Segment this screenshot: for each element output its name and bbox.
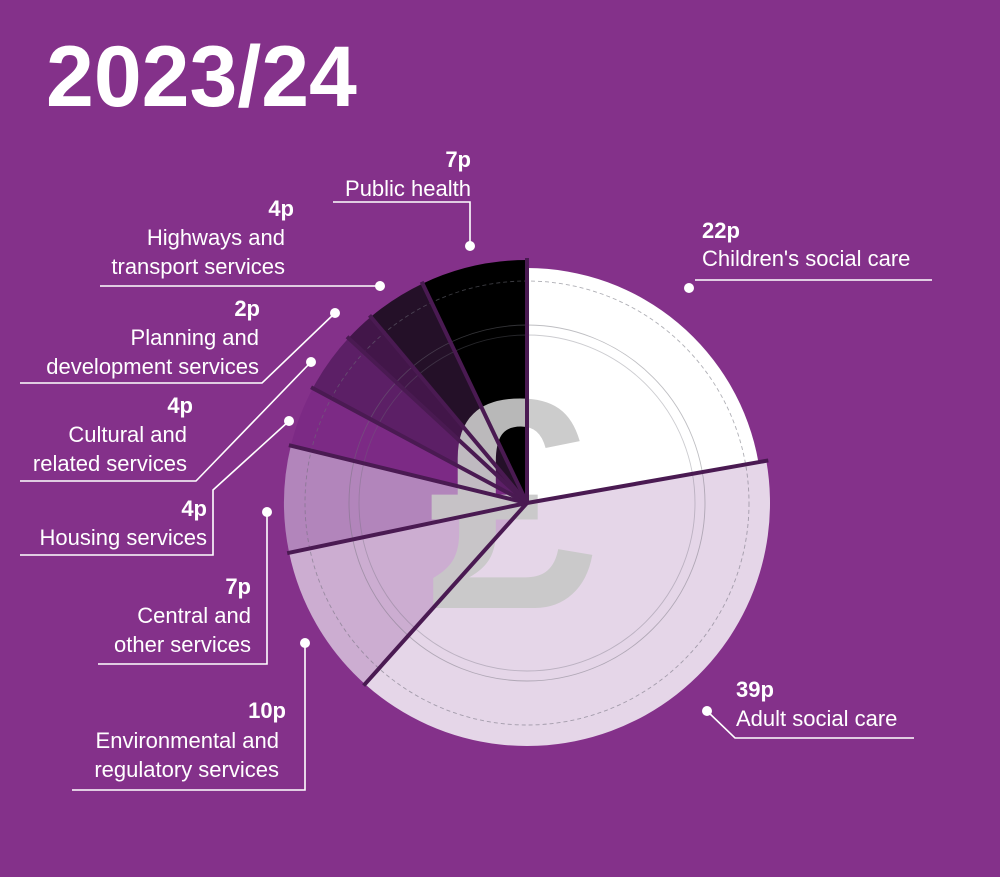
value-label: 4p	[268, 196, 294, 221]
category-label: Adult social care	[736, 706, 897, 731]
leader-dot	[375, 281, 385, 291]
chart-title: 2023/24	[46, 29, 357, 125]
pie-slice-central-and-other-services	[283, 445, 527, 553]
category-label: Public health	[345, 176, 471, 201]
pie-slice-public-health	[422, 260, 527, 503]
slice-dividers	[286, 258, 769, 687]
category-label: Housing services	[39, 525, 207, 550]
category-label: Planning and	[131, 325, 259, 350]
label-group-children-s-social-care: 22p Children's social care	[684, 218, 932, 293]
label-group-central-and-other-services: 7p Central and other services	[98, 507, 272, 665]
category-label: Environmental and	[96, 728, 279, 753]
value-label: 7p	[445, 147, 471, 172]
slice-labels: 22p Children's social care 39p Adult social…	[20, 147, 932, 791]
value-label: 4p	[181, 496, 207, 521]
slice-divider	[526, 458, 769, 505]
category-label: related services	[33, 451, 187, 476]
slice-divider	[367, 314, 529, 505]
pie-slice-housing-services	[290, 388, 527, 503]
leader-line	[333, 201, 471, 246]
slice-divider	[345, 335, 529, 505]
category-label: development services	[46, 354, 259, 379]
category-label: Highways and	[147, 225, 285, 250]
category-label: Children's social care	[702, 246, 910, 271]
pie-slice-highways-and-transport-services	[370, 283, 527, 503]
category-label: other services	[114, 632, 251, 657]
value-label: 39p	[736, 677, 774, 702]
leader-dot	[300, 638, 310, 648]
label-group-adult-social-care: 39p Adult social care	[702, 677, 914, 739]
pie-slice-environmental-and-regulatory-services	[289, 503, 527, 685]
leader-line	[98, 512, 268, 665]
value-label: 22p	[702, 218, 740, 243]
slice-divider	[419, 280, 529, 504]
slice-divider	[362, 501, 529, 687]
leader-dot	[330, 308, 340, 318]
label-group-highways-and-transport-services: 4p Highways and transport services	[100, 196, 385, 291]
label-group-housing-services: 4p Housing services	[20, 416, 294, 556]
value-label: 7p	[225, 574, 251, 599]
value-label: 10p	[248, 698, 286, 723]
slice-divider	[286, 501, 528, 556]
pound-sign-icon: £	[429, 336, 596, 672]
label-group-cultural-and-related-services: 4p Cultural and related services	[20, 357, 316, 482]
slice-divider	[310, 385, 528, 505]
leader-line	[20, 361, 312, 482]
pie-slice-planning-and-development-services	[348, 316, 527, 503]
leader-dot	[262, 507, 272, 517]
leader-line	[706, 710, 914, 739]
label-group-public-health: 7p Public health	[333, 147, 475, 251]
leader-dot	[684, 283, 694, 293]
pie-slice-adult-social-care	[364, 460, 771, 746]
leader-line	[20, 312, 336, 384]
value-label: 4p	[167, 393, 193, 418]
pie-slice-cultural-and-related-services	[312, 338, 527, 503]
slice-divider	[288, 443, 528, 505]
category-label: Central and	[137, 603, 251, 628]
category-label: transport services	[111, 254, 285, 279]
category-label: regulatory services	[94, 757, 279, 782]
pie-slices	[283, 260, 771, 746]
label-group-planning-and-development-services: 2p Planning and development services	[20, 296, 340, 384]
value-label: 2p	[234, 296, 260, 321]
leader-dot	[465, 241, 475, 251]
leader-line	[72, 643, 306, 791]
leader-dot	[702, 706, 712, 716]
label-group-environmental-and-regulatory-services: 10p Environmental and regulatory services	[72, 638, 310, 791]
leader-dot	[306, 357, 316, 367]
leader-dot	[284, 416, 294, 426]
pie-slice-children-s-social-care	[527, 268, 759, 503]
leader-line	[20, 420, 290, 556]
category-label: Cultural and	[68, 422, 187, 447]
